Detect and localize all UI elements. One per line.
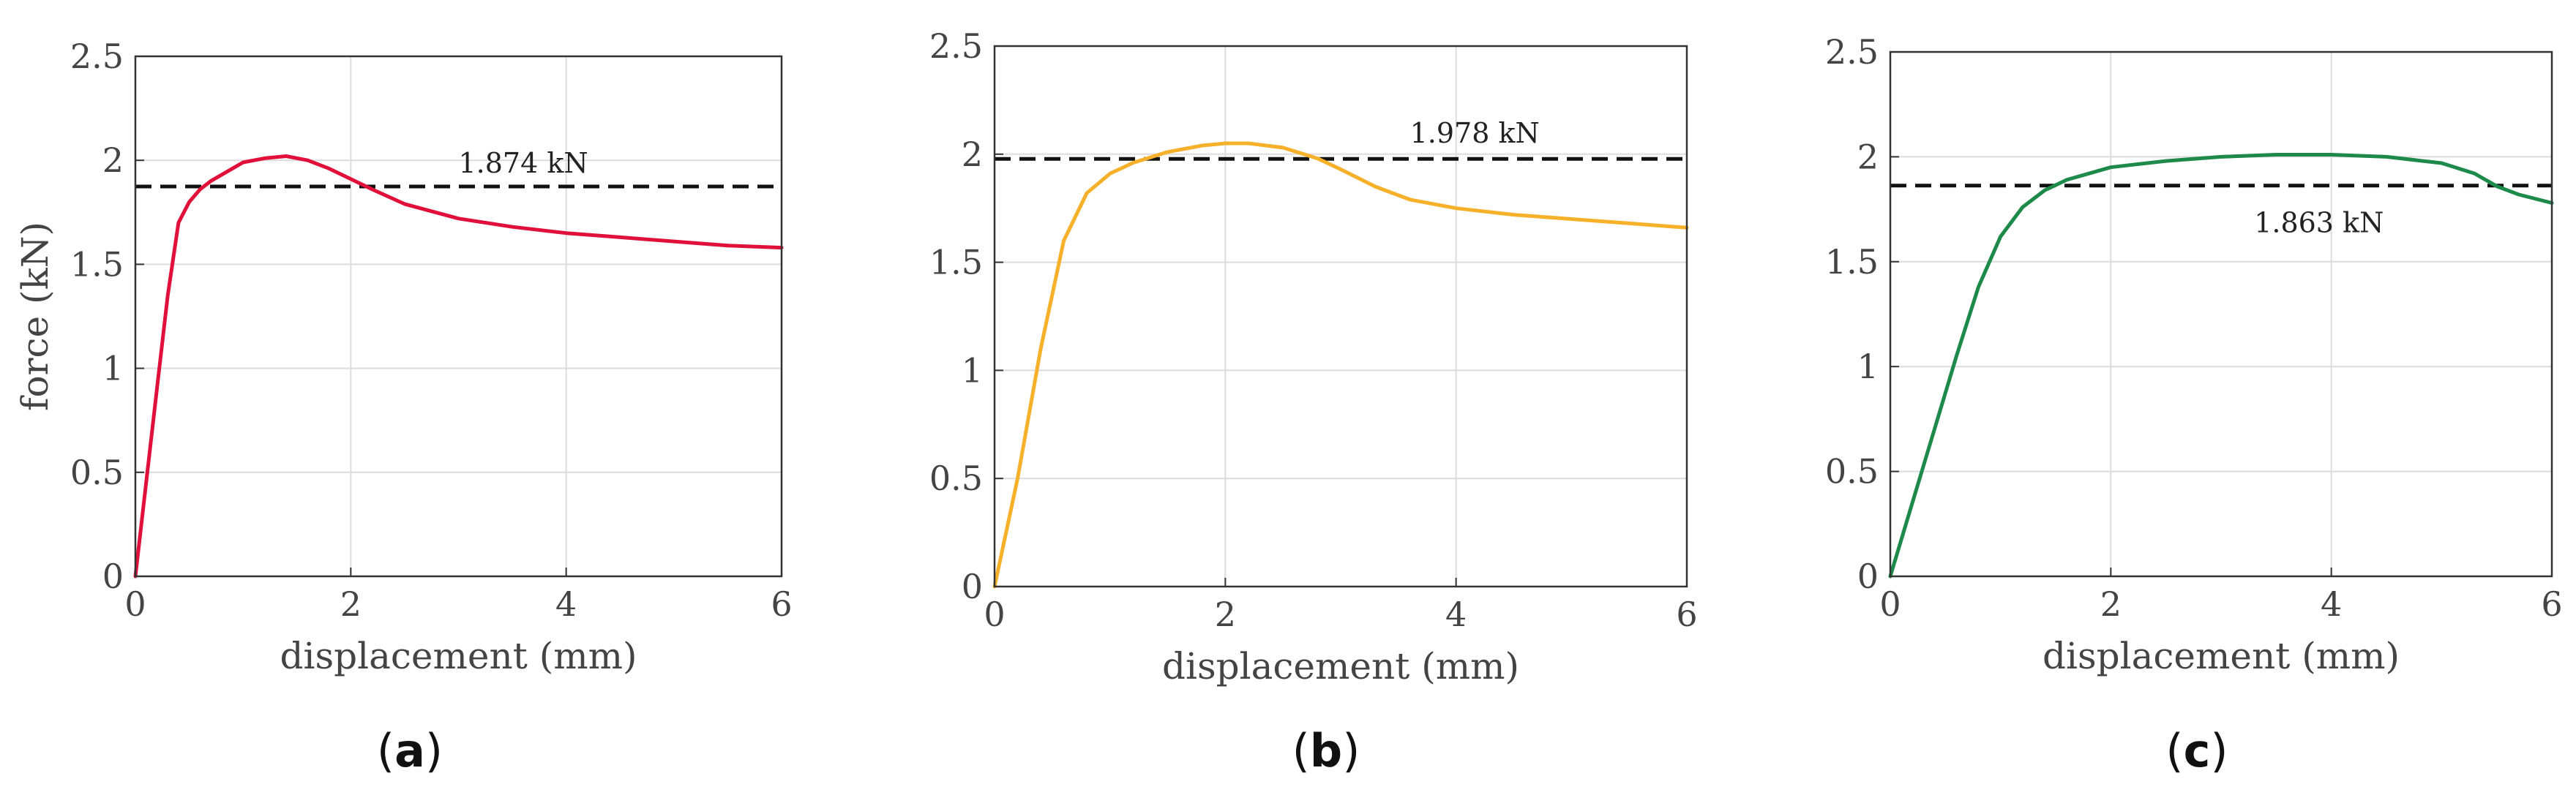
- y-tick-label: 1.5: [70, 244, 124, 284]
- panel-label: (b): [1292, 724, 1360, 777]
- series-line: [992, 141, 1689, 589]
- x-tick-label: 0: [984, 595, 1005, 634]
- chart-panel-a: 0 2 4 6 0 0.5 1 1.5 2 2.5 displacement (mm) force (…: [14, 37, 793, 777]
- y-tick-label: 0: [962, 567, 983, 606]
- y-tick-label: 2.5: [929, 26, 983, 66]
- x-tick-label: 0: [124, 584, 146, 624]
- y-tick-label: 1: [102, 349, 124, 388]
- panel-label: (a): [377, 724, 443, 777]
- x-axis-label: displacement (mm): [2043, 635, 2400, 677]
- y-tick-label: 0.5: [70, 453, 124, 492]
- x-tick-label: 2: [1215, 595, 1236, 634]
- x-tick-label: 4: [1445, 595, 1467, 634]
- y-tick-label: 0: [102, 557, 124, 596]
- axes-frame: [1889, 50, 2553, 578]
- plot-area: [135, 56, 782, 576]
- chart-panel-b: 0 2 4 6 0 0.5 1 1.5 2 2.5 displacement (mm) 1.978 k…: [929, 26, 1698, 777]
- x-tick-label: 6: [2541, 584, 2562, 624]
- y-tick-label: 2: [962, 135, 983, 174]
- chart-panel-c: 0 2 4 6 0 0.5 1 1.5 2 2.5 displacement (mm) 1.863 k…: [1825, 32, 2563, 777]
- x-tick-label: 2: [2100, 584, 2122, 624]
- x-tick-label: 6: [1676, 595, 1697, 634]
- y-tick-label: 1.5: [1825, 242, 1879, 282]
- y-tick-label: 2.5: [1825, 32, 1879, 72]
- y-tick-label: 0: [1857, 557, 1879, 596]
- axes-frame: [134, 55, 783, 578]
- reference-line-label: 1.863 kN: [2254, 206, 2384, 238]
- x-tick-label: 4: [555, 584, 577, 624]
- x-tick-label: 6: [771, 584, 792, 624]
- y-axis-label: force (kN): [14, 222, 56, 411]
- x-axis-label: displacement (mm): [1162, 645, 1519, 687]
- y-tick-label: 1.5: [929, 243, 983, 282]
- panel-label: (c): [2165, 724, 2228, 777]
- plot-area: [1890, 52, 2552, 576]
- y-tick-label: 1: [1857, 347, 1879, 386]
- x-tick-label: 2: [340, 584, 362, 624]
- y-tick-label: 1: [962, 350, 983, 390]
- series-line: [133, 154, 784, 579]
- x-axis-label: displacement (mm): [280, 635, 637, 677]
- axes-frame: [993, 45, 1688, 588]
- x-tick-label: 0: [1879, 584, 1901, 624]
- y-tick-label: 2.5: [70, 37, 124, 76]
- series-line: [1888, 153, 2554, 579]
- y-tick-label: 0.5: [1825, 452, 1879, 491]
- y-tick-label: 2: [102, 140, 124, 180]
- y-tick-label: 2: [1857, 137, 1879, 176]
- x-tick-label: 4: [2321, 584, 2342, 624]
- y-tick-label: 0.5: [929, 459, 983, 498]
- plot-area: [995, 46, 1687, 587]
- reference-line-label: 1.874 kN: [459, 147, 588, 179]
- reference-line-label: 1.978 kN: [1410, 117, 1540, 149]
